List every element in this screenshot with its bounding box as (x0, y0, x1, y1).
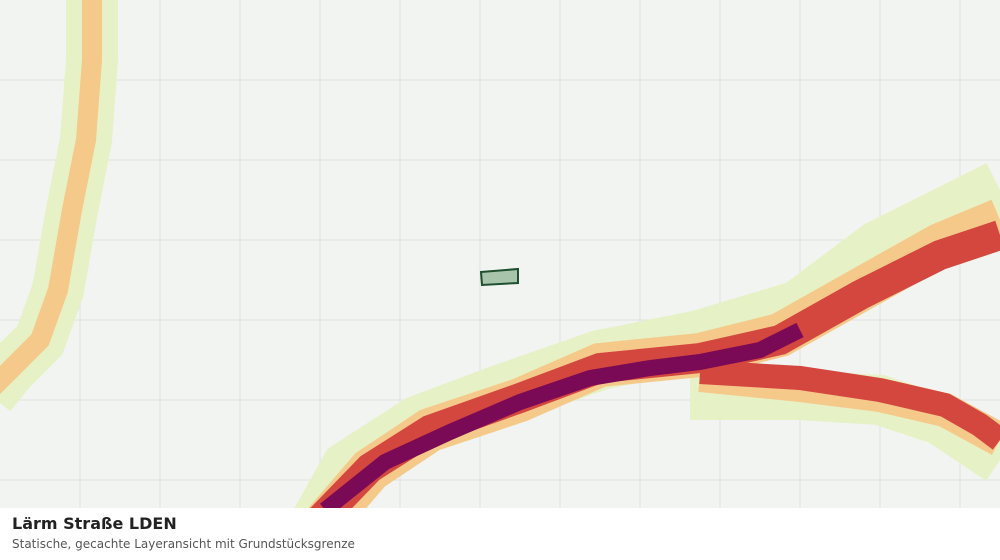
parcel-boundary (479, 267, 519, 287)
layer-title: Lärm Straße LDEN (12, 514, 177, 533)
layer-subtitle: Statische, gecachte Layeransicht mit Gru… (12, 537, 355, 551)
noise-band-very-high (320, 322, 804, 517)
noise-band-mid (0, 0, 102, 395)
noise-band-high (699, 360, 1000, 450)
caption-panel: Lärm Straße LDEN Statische, gecachte Lay… (0, 508, 1000, 560)
